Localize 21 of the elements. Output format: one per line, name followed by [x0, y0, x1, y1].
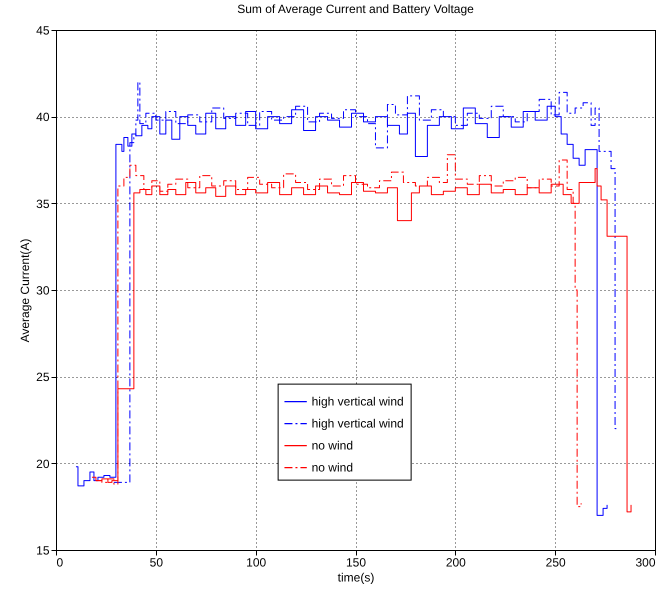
legend-label: high vertical wind [312, 394, 404, 409]
y-tick-label: 25 [36, 370, 50, 384]
legend-label: no wind [312, 438, 354, 453]
chart-title: Sum of Average Current and Battery Voltage [237, 2, 474, 16]
y-tick-label: 45 [36, 24, 50, 38]
y-axis-title: Average Current(A) [18, 238, 32, 342]
y-tick-label: 30 [36, 284, 50, 298]
x-tick-label: 150 [346, 556, 366, 570]
legend-label: high vertical wind [312, 416, 404, 431]
x-tick-label: 100 [246, 556, 266, 570]
y-tick-label: 15 [36, 544, 50, 558]
y-tick-label: 35 [36, 196, 50, 211]
y-tick-label: 40 [36, 110, 50, 124]
x-axis-title: time(s) [338, 570, 374, 584]
x-tick-label: 50 [150, 556, 164, 570]
x-tick-label: 0 [56, 556, 64, 570]
legend-label: no wind [312, 460, 354, 475]
x-tick-label: 300 [635, 556, 656, 570]
x-tick-label: 250 [546, 556, 566, 570]
x-tick-label: 200 [446, 556, 466, 570]
y-tick-label: 20 [36, 456, 50, 471]
